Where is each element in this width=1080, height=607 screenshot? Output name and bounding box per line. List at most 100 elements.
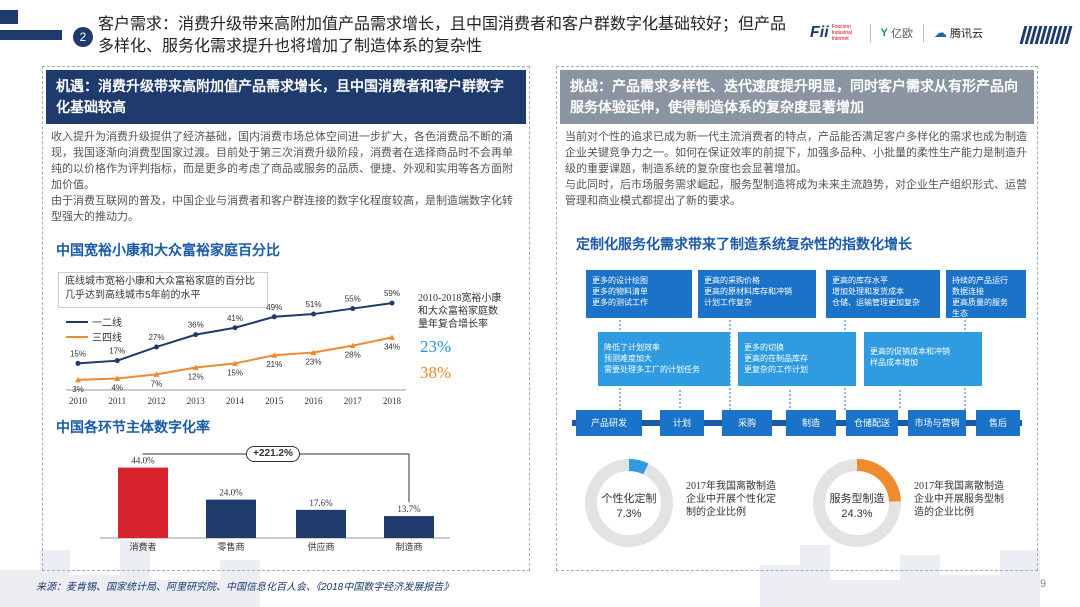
data-point xyxy=(75,376,81,383)
cagr-tier12: 23% xyxy=(420,337,452,356)
line-chart: 2010 2011 2012 2013 2014 2015 2016 2017 2018 15% 1… xyxy=(66,289,406,406)
legend-line-icon xyxy=(66,335,88,338)
cagr-tier34: 38% xyxy=(420,363,452,382)
impact-box-procurement: 更高的采购价格 更高的原材料库存和冲销 计划工作复杂 xyxy=(698,270,816,318)
data-label: 12% xyxy=(188,373,204,382)
data-point xyxy=(75,360,81,366)
decor-stripes xyxy=(1019,26,1073,44)
yiou-logo: Y 亿欧 xyxy=(880,27,914,40)
data-point xyxy=(114,375,121,382)
impact-box-aftersales: 持续的产品运行 数据连接 更高质量的服务 生态 xyxy=(946,270,1026,318)
opportunity-paragraph-1: 收入提升为消费升级提供了经济基础，国内消费市场总体空间进一步扩大，各色消费品不断… xyxy=(51,131,513,191)
opportunity-heading: 机遇：消费升级带来高附加值产品需求增长，且中国消费者和客户群数字化基础较高 xyxy=(46,70,526,124)
data-point xyxy=(271,314,277,320)
data-point xyxy=(232,360,238,366)
legend-item-tier34: 三四线 xyxy=(66,329,122,344)
data-point xyxy=(114,358,120,364)
data-point xyxy=(389,300,395,306)
flow-step-procurement: 采购 xyxy=(722,410,772,436)
flow-step-rnd: 产品研发 xyxy=(576,410,642,436)
data-label: 15% xyxy=(227,368,243,377)
flow-step-planning: 计划 xyxy=(660,410,704,436)
donut2-description: 2017年我国离散制造企业中开展服务型制造的企业比例 xyxy=(914,481,1004,518)
section-number: 2 xyxy=(73,27,93,47)
x-tick-label: 2014 xyxy=(226,396,245,406)
donut-customization xyxy=(585,459,673,547)
data-point xyxy=(310,349,317,355)
data-label: 21% xyxy=(266,360,282,369)
challenge-paragraph-1: 当前对个性的追求已成为新一代主流消费者的特点，产品能否满足客户多样化的需求也成为… xyxy=(565,131,1027,175)
bar-value-label: 17.6% xyxy=(309,498,333,508)
chart2-title: 中国各环节主体数字化率 xyxy=(56,419,210,435)
x-tick-label: 2018 xyxy=(383,396,402,406)
data-label: 34% xyxy=(384,342,400,351)
data-point xyxy=(193,332,199,338)
bar-category-label: 供应商 xyxy=(307,541,334,552)
x-tick-label: 2013 xyxy=(187,396,206,406)
data-point xyxy=(311,311,316,317)
impact-box-warehouse: 更高的库存水平 增加处理和发货成本 仓储、运输管理更加复杂 xyxy=(826,270,940,318)
data-label: 36% xyxy=(188,321,204,330)
data-label: 51% xyxy=(305,300,321,309)
opportunity-panel: 机遇：消费升级带来高附加值产品需求增长，且中国消费者和客户群数字化基础较高 收入… xyxy=(42,66,530,571)
chart1-note: 底线城市宽裕小康和大众富裕家庭的百分比几乎达到高线城市5年前的水平 xyxy=(58,272,268,308)
bar-category-label: 消费者 xyxy=(129,541,156,552)
data-label: 7% xyxy=(151,379,163,388)
donut-slice xyxy=(856,459,901,502)
data-label: 41% xyxy=(227,314,243,323)
data-label: 23% xyxy=(305,357,321,366)
challenge-heading: 挑战：产品需求多样性、迭代速度提升明显，同时客户需求从有形产品向服务体验延伸，使… xyxy=(560,70,1034,124)
bar-value-label: 24.0% xyxy=(219,488,243,498)
bar-value-label: 13.7% xyxy=(397,504,421,514)
logo-divider xyxy=(869,24,871,42)
data-label: 17% xyxy=(109,347,125,356)
data-point xyxy=(350,306,356,312)
bar xyxy=(118,467,168,538)
cagr-note: 2010-2018宽裕小康和大众富裕家庭数量年复合增长率 xyxy=(418,293,502,330)
legend-item-tier12: 一二线 xyxy=(66,314,122,329)
flow-step-warehousing: 仓储配送 xyxy=(846,410,898,436)
data-label: 28% xyxy=(345,351,361,360)
flow-step-marketing: 市场与营销 xyxy=(908,410,966,436)
header-accent-bar xyxy=(0,30,62,40)
header-accent-bar xyxy=(0,10,18,24)
impact-box-marketing: 更高的促销成本和冲销 样品成本增加 xyxy=(864,332,982,386)
opportunity-paragraph-2: 由于消费互联网的普及，中国企业与消费者和客户群连接的数字化程度较高，是制造端数字… xyxy=(51,195,513,223)
data-point xyxy=(271,352,278,358)
diagram-title: 定制化服务化需求带来了制造系统复杂性的指数化增长 xyxy=(576,236,912,252)
x-tick-label: 2016 xyxy=(305,396,324,406)
data-point xyxy=(192,364,199,371)
data-label: 55% xyxy=(345,295,361,304)
impact-box-planning: 降低了计划效率 预测难度加大 需要处理多工厂的计划任务 xyxy=(598,332,730,386)
data-point xyxy=(154,344,159,350)
impact-box-rnd: 更多的设计绘图 更多的物料清单 更多的测试工作 xyxy=(586,270,692,318)
legend-line-icon xyxy=(66,320,88,323)
background-skyline xyxy=(0,540,1040,607)
donut1-label: 个性化定制 xyxy=(601,493,657,505)
data-point xyxy=(153,371,160,377)
data-label: 49% xyxy=(266,303,282,312)
bar-category-label: 制造商 xyxy=(395,541,422,552)
donut1-value: 7.3% xyxy=(616,508,642,520)
diagram-connectors xyxy=(619,316,966,410)
growth-badge: +221.2% xyxy=(246,446,300,462)
donut-servitization xyxy=(813,459,901,547)
chart1-title: 中国宽裕小康和大众富裕家庭百分比 xyxy=(56,242,280,258)
logo-divider xyxy=(923,24,925,42)
x-tick-label: 2015 xyxy=(265,396,284,406)
x-tick-label: 2017 xyxy=(344,396,363,406)
data-point xyxy=(349,342,356,349)
donut1-description: 2017年我国离散制造企业中开展个性化定制的企业比例 xyxy=(686,481,776,518)
flow-step-aftersales: 售后 xyxy=(976,410,1020,436)
flow-step-manufacturing: 制造 xyxy=(786,410,836,436)
logo-strip: Fii Foxconn Industrial Internet Y 亿欧 ☁ 腾讯云 xyxy=(810,22,983,44)
x-tick-label: 2010 xyxy=(69,396,88,406)
data-label: 4% xyxy=(111,384,123,393)
bar xyxy=(206,499,256,538)
fii-logo: Fii Foxconn Industrial Internet xyxy=(810,24,852,42)
data-point xyxy=(389,334,395,340)
bar xyxy=(384,516,434,538)
page-number: 9 xyxy=(1040,578,1047,590)
bar-value-label: 44.0% xyxy=(131,456,155,466)
challenge-panel: 挑战：产品需求多样性、迭代速度提升明显，同时客户需求从有形产品向服务体验延伸，使… xyxy=(556,66,1038,571)
